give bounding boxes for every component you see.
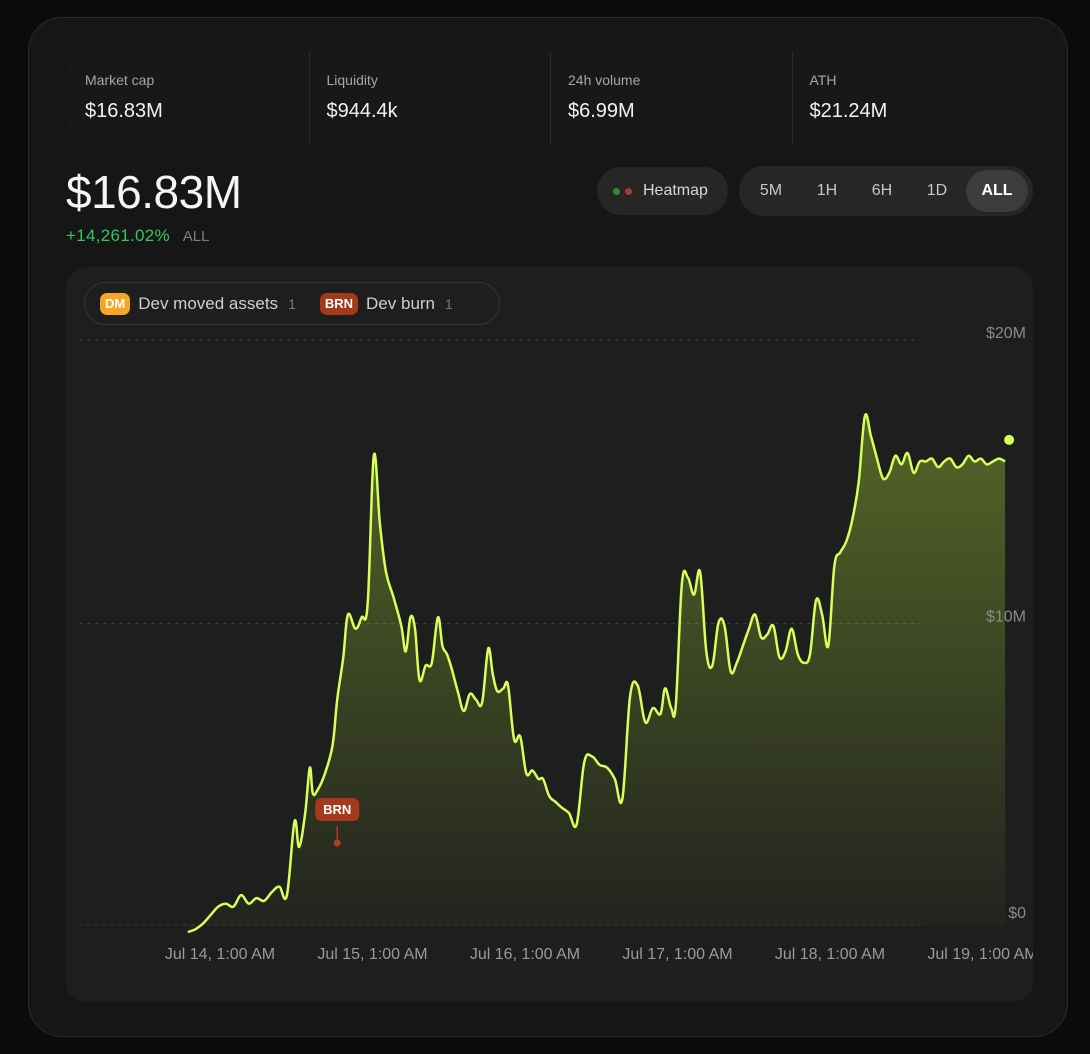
stat-market-cap: Market cap $16.83M bbox=[67, 50, 309, 142]
stat-value: $6.99M bbox=[568, 100, 635, 122]
brn-marker-label: BRN bbox=[323, 802, 351, 817]
legend-item-dev-moved-assets[interactable]: DM Dev moved assets 1 bbox=[100, 292, 296, 315]
legend-label: Dev moved assets bbox=[138, 293, 279, 313]
y-tick-label: $0 bbox=[1008, 905, 1026, 922]
stat-label: Market cap bbox=[85, 72, 155, 88]
stat-value: $944.4k bbox=[326, 100, 398, 122]
x-tick-label: Jul 15, 1:00 AM bbox=[317, 946, 427, 963]
chart-panel: $20M $10M $0 Jul 14, 1:00 AM Jul 15, 1:00 A… bbox=[66, 267, 1033, 1002]
x-tick-label: Jul 18, 1:00 AM bbox=[775, 946, 885, 963]
y-tick-label: $10M bbox=[986, 609, 1026, 626]
x-tick-label: Jul 14, 1:00 AM bbox=[165, 946, 275, 963]
range-all-button[interactable]: ALL bbox=[966, 170, 1028, 212]
last-point-dot bbox=[1004, 434, 1015, 445]
x-tick-label: Jul 16, 1:00 AM bbox=[470, 946, 580, 963]
change-row: +14,261.02% ALL bbox=[66, 226, 209, 246]
percent-change: +14,261.02% bbox=[66, 226, 170, 245]
event-markers: BRN bbox=[315, 797, 360, 847]
range-1d-button[interactable]: 1D bbox=[926, 182, 948, 199]
range-1h-button[interactable]: 1H bbox=[816, 182, 838, 199]
brn-marker-badge[interactable] bbox=[315, 797, 360, 821]
stat-label: 24h volume bbox=[568, 72, 641, 88]
y-tick-label: $20M bbox=[986, 325, 1026, 342]
range-5m-button[interactable]: 5M bbox=[759, 182, 783, 199]
y-axis: $20M $10M $0 bbox=[986, 325, 1026, 922]
heatmap-toggle-button[interactable]: Heatmap bbox=[597, 167, 728, 215]
stat-label: Liquidity bbox=[326, 72, 378, 88]
stats-bar: Market cap $16.83M Liquidity $944.4k 24h… bbox=[67, 50, 1034, 144]
legend-item-dev-burn[interactable]: BRN Dev burn 1 bbox=[319, 292, 453, 315]
brn-marker-dot bbox=[333, 839, 341, 847]
legend-count: 1 bbox=[445, 295, 453, 312]
legend-count: 1 bbox=[288, 295, 296, 312]
heatmap-label: Heatmap bbox=[643, 182, 708, 199]
heatmap-red-dot-icon bbox=[625, 187, 632, 195]
legend-label: Dev burn bbox=[366, 293, 436, 313]
x-tick-label: Jul 17, 1:00 AM bbox=[622, 946, 732, 963]
current-market-cap: $16.83M bbox=[66, 166, 242, 218]
change-period: ALL bbox=[182, 228, 210, 245]
stat-24h-volume: 24h volume $6.99M bbox=[550, 50, 792, 144]
stat-value: $21.24M bbox=[809, 100, 888, 122]
area-layer bbox=[187, 413, 1015, 934]
x-axis: Jul 14, 1:00 AM Jul 15, 1:00 AM Jul 16, 1:… bbox=[165, 946, 1033, 963]
dm-tag: DM bbox=[100, 292, 131, 315]
stat-ath: ATH $21.24M bbox=[791, 50, 1034, 144]
market-cap-line bbox=[187, 413, 1006, 934]
range-6h-button[interactable]: 6H bbox=[871, 182, 893, 199]
event-legend: DM Dev moved assets 1 BRN Dev burn 1 bbox=[84, 282, 500, 325]
stat-label: ATH bbox=[809, 72, 837, 88]
market-card: Market cap $16.83M Liquidity $944.4k 24h… bbox=[28, 17, 1068, 1037]
heatmap-green-dot-icon bbox=[613, 187, 620, 195]
stat-value: $16.83M bbox=[85, 100, 163, 122]
brn-tag: BRN bbox=[319, 292, 359, 315]
area-fill bbox=[187, 414, 1006, 933]
time-range-selector: 5M 1H 6H 1D ALL bbox=[739, 166, 1033, 216]
market-cap-chart[interactable]: $20M $10M $0 Jul 14, 1:00 AM Jul 15, 1:00 A… bbox=[66, 267, 1033, 1002]
stat-liquidity: Liquidity $944.4k bbox=[308, 50, 551, 144]
x-tick-label: Jul 19, 1:00 AM bbox=[927, 946, 1033, 963]
